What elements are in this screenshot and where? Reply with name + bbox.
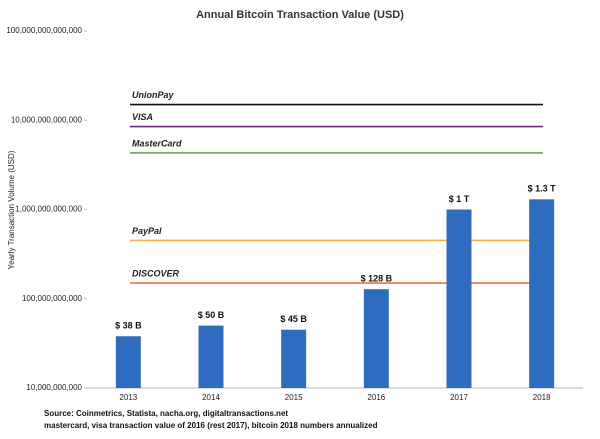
x-tick-label: 2017 xyxy=(450,393,468,402)
x-tick-label: 2018 xyxy=(533,393,551,402)
bar xyxy=(529,199,555,388)
chart-title: Annual Bitcoin Transaction Value (USD) xyxy=(196,9,404,21)
value-label: $ 45 B xyxy=(280,314,307,324)
bar xyxy=(363,289,389,388)
y-tick-label: 10,000,000,000 xyxy=(26,383,82,392)
bar xyxy=(115,336,141,388)
y-axis-label: Yearly Transaction Volume (USD) xyxy=(7,150,16,269)
x-tick-label: 2015 xyxy=(285,393,303,402)
x-tick-label: 2013 xyxy=(119,393,137,402)
y-tick-label: 10,000,000,000,000 xyxy=(11,115,83,124)
y-tick-label: 100,000,000,000,000 xyxy=(6,26,82,35)
value-label: $ 38 B xyxy=(115,321,142,331)
bar xyxy=(446,209,472,388)
source-note: Source: Coinmetrics, Statista, nacha.org… xyxy=(44,409,288,418)
value-label: $ 128 B xyxy=(361,274,393,284)
x-tick-label: 2016 xyxy=(367,393,385,402)
x-tick-label: 2014 xyxy=(202,393,220,402)
value-label: $ 50 B xyxy=(198,310,225,320)
bar xyxy=(281,329,307,388)
source-note: mastercard, visa transaction value of 20… xyxy=(44,421,378,430)
y-tick-label: 1,000,000,000,000 xyxy=(15,205,82,214)
reference-label: DISCOVER xyxy=(132,268,180,278)
y-tick-label: 100,000,000,000 xyxy=(22,294,83,303)
reference-label: VISA xyxy=(132,112,153,122)
bar xyxy=(198,325,224,388)
value-label: $ 1.3 T xyxy=(528,184,557,194)
value-label: $ 1 T xyxy=(449,194,470,204)
reference-label: MasterCard xyxy=(132,138,182,148)
reference-label: UnionPay xyxy=(132,90,175,100)
reference-label: PayPal xyxy=(132,226,162,236)
